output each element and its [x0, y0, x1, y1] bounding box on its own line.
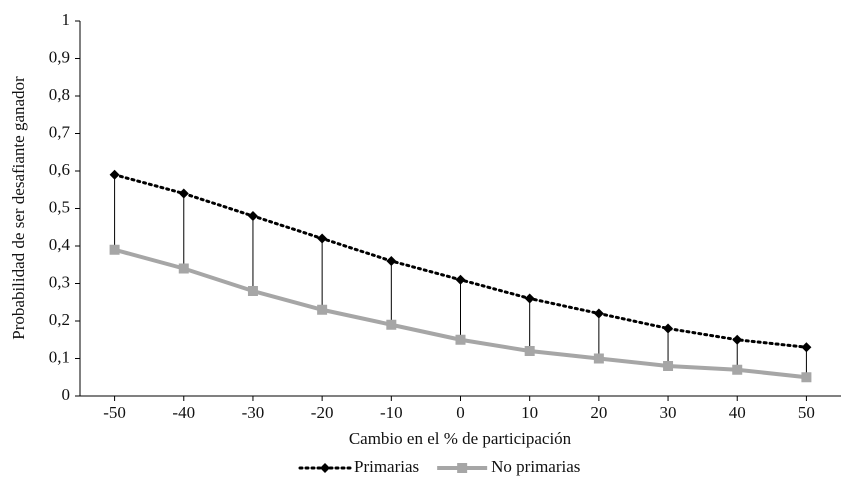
data-point: [663, 361, 674, 371]
data-point: [801, 372, 812, 383]
legend-label: Primarias: [354, 457, 419, 476]
data-point: [455, 274, 466, 285]
x-tick-label: 40: [729, 403, 746, 422]
data-point: [317, 304, 328, 315]
x-tick-label: 30: [660, 403, 677, 422]
data-point: [386, 256, 397, 266]
data-point: [455, 334, 466, 345]
x-tick-label: 10: [521, 403, 538, 422]
data-point: [593, 353, 604, 364]
y-tick-label: 0,5: [49, 197, 70, 216]
x-tick-label: -10: [380, 403, 403, 422]
y-axis-title: Probabilidad de ser desafiante ganador: [9, 76, 28, 340]
data-point: [593, 308, 604, 319]
legend-marker: [457, 463, 468, 473]
data-point: [178, 188, 189, 199]
legend-label: No primarias: [491, 457, 580, 476]
y-tick-label: 0,3: [49, 272, 70, 291]
y-tick-label: 0,2: [49, 310, 70, 329]
y-tick-label: 0,7: [49, 122, 71, 141]
x-tick-label: -30: [242, 403, 265, 422]
data-point: [663, 323, 674, 334]
x-tick-label: 0: [456, 403, 465, 422]
y-tick-label: 0,9: [49, 47, 70, 66]
data-point: [524, 346, 535, 356]
data-point: [386, 319, 397, 330]
data-point: [247, 286, 258, 296]
x-tick-label: -40: [172, 403, 195, 422]
data-point: [178, 263, 189, 274]
y-tick-label: 0,4: [49, 235, 71, 254]
x-tick-label: -50: [103, 403, 126, 422]
y-tick-label: 0,1: [49, 347, 70, 366]
data-point: [109, 244, 120, 255]
x-tick-label: 20: [590, 403, 607, 422]
y-tick-label: 0,6: [49, 160, 70, 179]
data-point: [732, 334, 743, 345]
x-tick-label: 50: [798, 403, 815, 422]
x-tick-label: -20: [311, 403, 334, 422]
data-point: [524, 293, 535, 304]
data-point: [801, 342, 812, 353]
data-point: [732, 364, 743, 375]
x-axis-title: Cambio en el % de participación: [349, 429, 572, 448]
legend-marker: [320, 463, 330, 473]
y-tick-label: 0,8: [49, 85, 70, 104]
data-point: [317, 233, 328, 244]
data-point: [247, 211, 258, 221]
data-point: [109, 169, 120, 180]
y-tick-label: 0: [62, 385, 71, 404]
y-tick-label: 1: [62, 10, 71, 29]
